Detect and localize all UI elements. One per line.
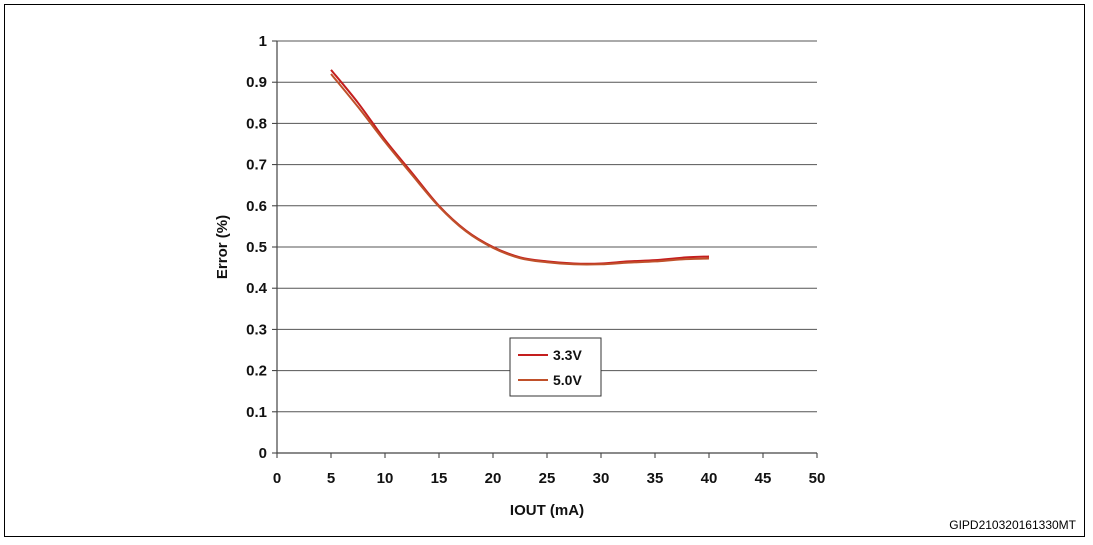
x-tick-label: 20 <box>485 470 502 487</box>
y-tick-label: 0.3 <box>246 321 267 338</box>
x-tick-label: 35 <box>647 470 664 487</box>
grid-lines <box>272 40 818 458</box>
y-tick-label: 0.8 <box>246 115 267 132</box>
x-tick-label: 50 <box>809 470 826 487</box>
x-axis-label: IOUT (mA) <box>510 502 584 519</box>
legend: 3.3V 5.0V <box>509 337 602 397</box>
legend-box <box>509 337 602 397</box>
line-chart: 0 5 10 15 20 25 30 35 40 45 50 0 0.1 0.2 0.3 0.4 0.5 0.6… <box>214 33 826 519</box>
legend-label: 5.0V <box>553 372 582 388</box>
y-tick-label: 0.1 <box>246 404 267 421</box>
x-tick-label: 40 <box>701 470 718 487</box>
x-tick-label: 0 <box>273 470 281 487</box>
x-tick-labels: 0 5 10 15 20 25 30 35 40 45 50 <box>273 470 826 487</box>
y-tick-label: 0.4 <box>246 280 268 297</box>
x-tick-label: 5 <box>327 470 335 487</box>
axes <box>276 41 817 454</box>
x-tick-label: 45 <box>755 470 772 487</box>
legend-label: 3.3V <box>553 347 582 363</box>
x-tick-label: 10 <box>377 470 394 487</box>
x-tick-label: 15 <box>431 470 448 487</box>
y-tick-label: 0.5 <box>246 239 267 256</box>
figure-code: GIPD210320161330MT <box>949 518 1076 532</box>
y-tick-labels: 0 0.1 0.2 0.3 0.4 0.5 0.6 0.7 0.8 0.9 1 <box>246 33 268 462</box>
figure-frame: 0 5 10 15 20 25 30 35 40 45 50 0 0.1 0.2 0.3 0.4 0.5 0.6… <box>4 4 1085 537</box>
series-line-5.0V <box>330 73 710 266</box>
y-tick-label: 0 <box>259 445 267 462</box>
y-tick-label: 0.9 <box>246 74 267 91</box>
series-lines <box>330 69 710 266</box>
x-tick-label: 25 <box>539 470 556 487</box>
y-tick-label: 0.2 <box>246 363 267 380</box>
y-tick-label: 0.6 <box>246 198 267 215</box>
y-axis-label: Error (%) <box>214 215 231 279</box>
y-tick-label: 0.7 <box>246 157 267 174</box>
y-tick-label: 1 <box>259 33 267 50</box>
x-tick-label: 30 <box>593 470 610 487</box>
